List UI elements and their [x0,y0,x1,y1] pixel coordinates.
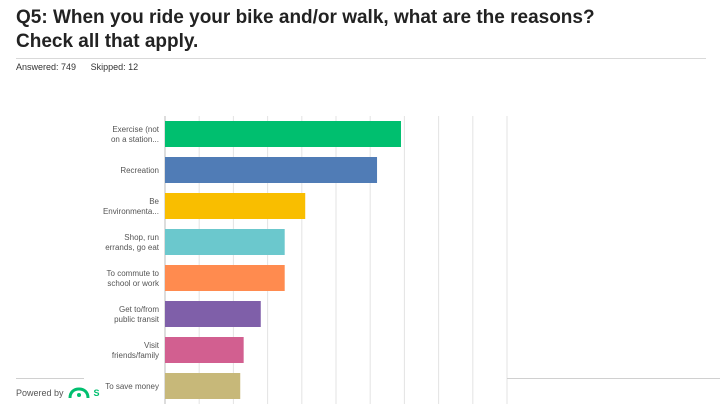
category-label-line: Get to/from [119,305,159,314]
footer-divider-right [507,378,720,379]
category-label: To save money [105,382,159,391]
category-label-line: To save money [105,382,159,391]
question-title-line1: Q5: When you ride your bike and/or walk,… [16,7,595,28]
bar [165,157,378,183]
answered-count: Answered: 749 [16,62,77,72]
powered-by-footer: Powered by S [16,385,100,401]
bar [165,121,401,147]
logo-letter: S [93,388,100,398]
category-label: Visit friends/family [112,341,160,360]
category-label-line: Be [149,197,159,206]
category-label: Shop, run errands, go eat [105,233,160,252]
category-label-line: on a station... [111,135,159,144]
category-label-line: Shop, run [124,233,159,242]
header-divider [16,58,706,59]
bar [165,301,261,327]
category-label: Recreation [120,166,159,175]
skipped-count: Skipped: 12 [90,62,139,72]
bar [165,337,244,363]
response-stats: Answered: 749 Skipped: 12 [16,62,150,72]
question-title: Q5: When you ride your bike and/or walk,… [16,6,706,54]
category-label: Get to/from public transit [114,305,160,324]
category-label: Be Environmenta... [103,197,160,216]
category-label-line: school or work [107,279,160,288]
category-label-line: Environmenta... [103,207,159,216]
footer-divider-left [16,378,84,379]
powered-by-label: Powered by [16,388,64,398]
category-label-line: Exercise (not [112,125,159,134]
bar [165,193,306,219]
category-label-line: Recreation [120,166,159,175]
category-label: Exercise (not on a station... [111,125,160,144]
category-label-line: public transit [114,315,160,324]
surveymonkey-logo-icon [68,387,90,399]
category-label: To commute to school or work [107,269,160,288]
category-label-line: To commute to [107,269,160,278]
category-label-line: Visit [144,341,160,350]
category-label-line: errands, go eat [105,243,160,252]
bar [165,229,285,255]
bar [165,265,285,291]
bar [165,373,241,399]
category-label-line: friends/family [112,351,159,360]
question-title-line2: Check all that apply. [16,31,199,52]
